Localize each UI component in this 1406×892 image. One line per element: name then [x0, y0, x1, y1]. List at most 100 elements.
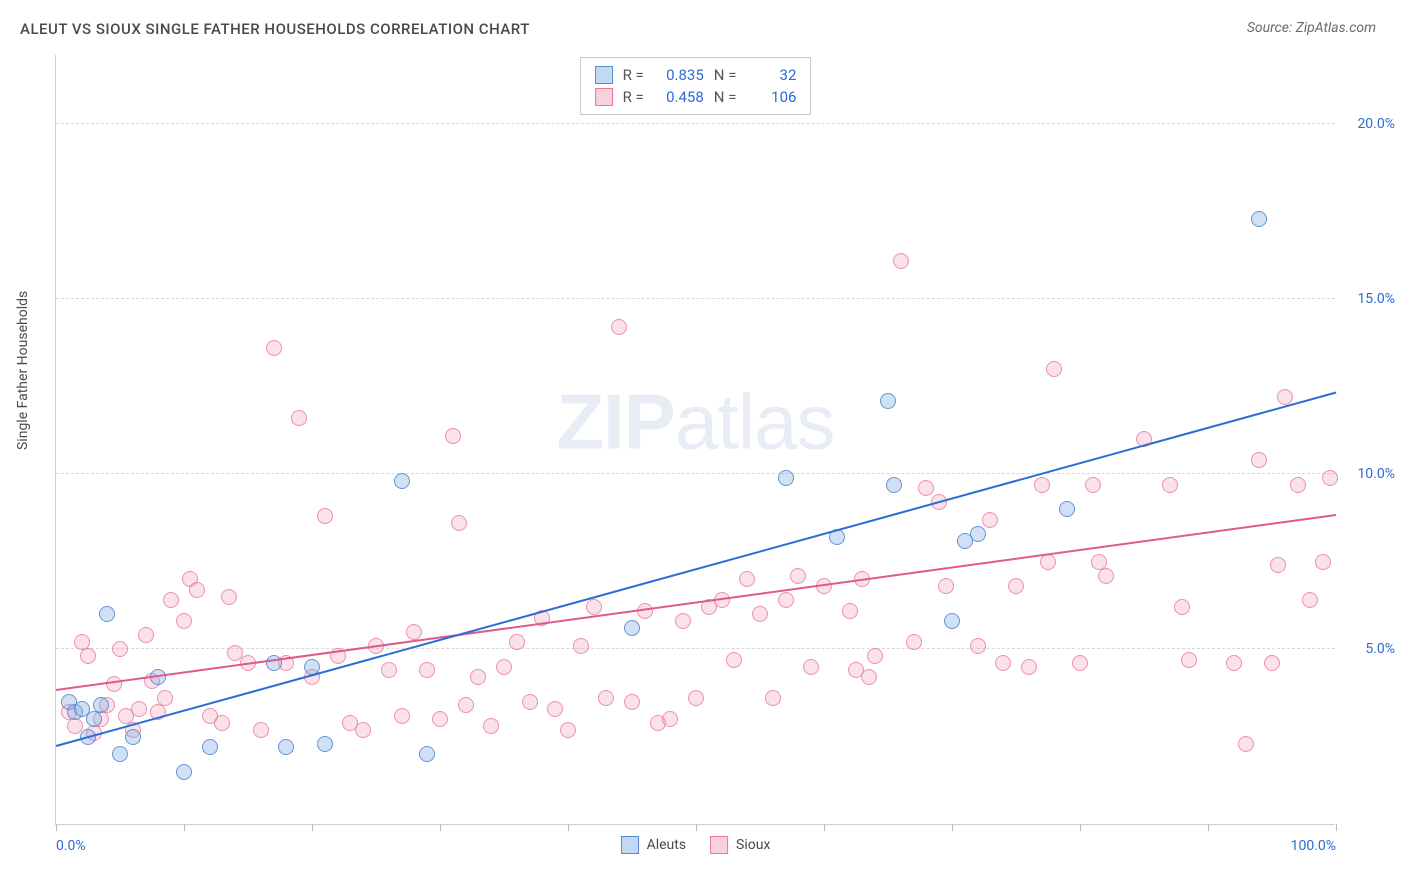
- data-point-sioux: [547, 701, 563, 717]
- data-point-sioux: [381, 662, 397, 678]
- data-point-sioux: [317, 508, 333, 524]
- data-point-aleuts: [202, 739, 218, 755]
- x-tick: [696, 824, 697, 831]
- data-point-sioux: [432, 711, 448, 727]
- data-point-sioux: [355, 722, 371, 738]
- n-value: 32: [746, 66, 796, 84]
- y-tick-label: 5.0%: [1365, 641, 1395, 657]
- data-point-aleuts: [99, 606, 115, 622]
- data-point-sioux: [611, 319, 627, 335]
- data-point-sioux: [419, 662, 435, 678]
- data-point-sioux: [1226, 655, 1242, 671]
- data-point-sioux: [157, 690, 173, 706]
- data-point-sioux: [675, 613, 691, 629]
- data-point-aleuts: [125, 729, 141, 745]
- stats-row-aleuts: R = 0.835 N = 32: [595, 64, 797, 86]
- data-point-aleuts: [176, 764, 192, 780]
- data-point-sioux: [1251, 452, 1267, 468]
- data-point-sioux: [458, 697, 474, 713]
- data-point-sioux: [483, 718, 499, 734]
- data-point-sioux: [1238, 736, 1254, 752]
- data-point-sioux: [752, 606, 768, 622]
- data-point-sioux: [970, 638, 986, 654]
- data-point-sioux: [189, 582, 205, 598]
- data-point-sioux: [598, 690, 614, 706]
- data-point-sioux: [893, 253, 909, 269]
- data-point-aleuts: [944, 613, 960, 629]
- swatch-icon: [595, 88, 613, 106]
- x-tick-label: 100.0%: [1291, 838, 1336, 854]
- stats-row-sioux: R = 0.458 N = 106: [595, 86, 797, 108]
- data-point-aleuts: [1059, 501, 1075, 517]
- series-legend: Aleuts Sioux: [621, 836, 771, 854]
- data-point-sioux: [522, 694, 538, 710]
- data-point-sioux: [253, 722, 269, 738]
- source-attribution: Source: ZipAtlas.com: [1247, 20, 1376, 36]
- data-point-sioux: [1181, 652, 1197, 668]
- data-point-sioux: [80, 648, 96, 664]
- data-point-sioux: [995, 655, 1011, 671]
- data-point-sioux: [1098, 568, 1114, 584]
- legend-item-aleuts: Aleuts: [621, 836, 686, 854]
- data-point-aleuts: [394, 473, 410, 489]
- data-point-sioux: [138, 627, 154, 643]
- chart-title: ALEUT VS SIOUX SINGLE FATHER HOUSEHOLDS …: [20, 20, 530, 38]
- x-tick: [824, 824, 825, 831]
- data-point-sioux: [1034, 477, 1050, 493]
- y-tick-label: 10.0%: [1357, 466, 1395, 482]
- data-point-sioux: [106, 676, 122, 692]
- r-label: R =: [623, 88, 644, 106]
- x-tick: [56, 824, 57, 831]
- x-tick: [1208, 824, 1209, 831]
- watermark-bold: ZIP: [556, 377, 674, 465]
- data-point-sioux: [1085, 477, 1101, 493]
- data-point-sioux: [470, 669, 486, 685]
- data-point-sioux: [861, 669, 877, 685]
- x-tick: [1080, 824, 1081, 831]
- swatch-icon: [621, 836, 639, 854]
- y-tick-label: 20.0%: [1357, 116, 1395, 132]
- data-point-sioux: [112, 641, 128, 657]
- r-value: 0.458: [654, 88, 704, 106]
- swatch-icon: [710, 836, 728, 854]
- swatch-icon: [595, 66, 613, 84]
- data-point-sioux: [131, 701, 147, 717]
- data-point-sioux: [688, 690, 704, 706]
- data-point-aleuts: [86, 711, 102, 727]
- data-point-aleuts: [112, 746, 128, 762]
- data-point-sioux: [842, 603, 858, 619]
- trend-line-sioux: [56, 514, 1336, 691]
- data-point-sioux: [790, 568, 806, 584]
- legend-label: Sioux: [736, 837, 770, 853]
- data-point-sioux: [221, 589, 237, 605]
- data-point-aleuts: [278, 739, 294, 755]
- data-point-sioux: [394, 708, 410, 724]
- r-value: 0.835: [654, 66, 704, 84]
- n-label: N =: [714, 66, 737, 84]
- legend-item-sioux: Sioux: [710, 836, 770, 854]
- data-point-aleuts: [93, 697, 109, 713]
- data-point-sioux: [867, 648, 883, 664]
- data-point-sioux: [1270, 557, 1286, 573]
- n-value: 106: [746, 88, 796, 106]
- data-point-aleuts: [778, 470, 794, 486]
- gridline: [56, 298, 1335, 299]
- data-point-sioux: [291, 410, 307, 426]
- data-point-sioux: [1315, 554, 1331, 570]
- data-point-sioux: [586, 599, 602, 615]
- watermark-rest: atlas: [675, 377, 835, 465]
- data-point-sioux: [624, 694, 640, 710]
- data-point-sioux: [662, 711, 678, 727]
- data-point-aleuts: [1251, 211, 1267, 227]
- data-point-sioux: [1322, 470, 1338, 486]
- data-point-sioux: [1264, 655, 1280, 671]
- data-point-sioux: [176, 613, 192, 629]
- data-point-sioux: [445, 428, 461, 444]
- gridline: [56, 648, 1335, 649]
- gridline: [56, 473, 1335, 474]
- r-label: R =: [623, 66, 644, 84]
- x-tick: [184, 824, 185, 831]
- stats-legend: R = 0.835 N = 32 R = 0.458 N = 106: [580, 57, 812, 115]
- data-point-sioux: [573, 638, 589, 654]
- data-point-sioux: [765, 690, 781, 706]
